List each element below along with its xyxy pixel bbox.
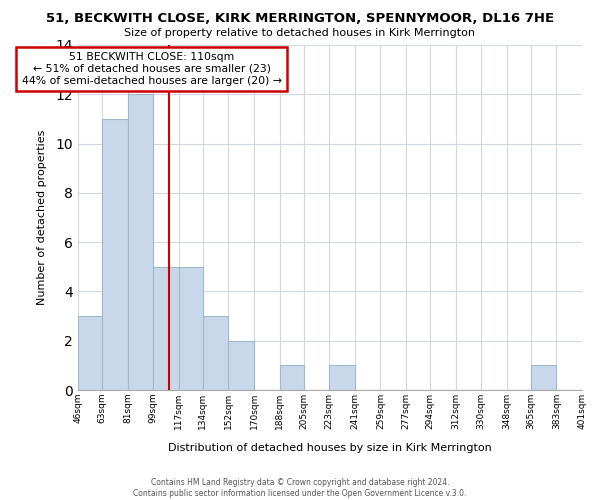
Text: 51, BECKWITH CLOSE, KIRK MERRINGTON, SPENNYMOOR, DL16 7HE: 51, BECKWITH CLOSE, KIRK MERRINGTON, SPE…	[46, 12, 554, 26]
Bar	[203, 316, 229, 390]
Text: Contains HM Land Registry data © Crown copyright and database right 2024.
Contai: Contains HM Land Registry data © Crown c…	[133, 478, 467, 498]
Bar	[128, 94, 153, 390]
Bar	[78, 316, 102, 390]
Bar	[102, 119, 128, 390]
Text: 51 BECKWITH CLOSE: 110sqm
← 51% of detached houses are smaller (23)
44% of semi-: 51 BECKWITH CLOSE: 110sqm ← 51% of detac…	[22, 52, 282, 86]
Y-axis label: Number of detached properties: Number of detached properties	[37, 130, 47, 305]
Bar	[153, 267, 179, 390]
Bar	[280, 366, 304, 390]
Text: Size of property relative to detached houses in Kirk Merrington: Size of property relative to detached ho…	[125, 28, 476, 38]
X-axis label: Distribution of detached houses by size in Kirk Merrington: Distribution of detached houses by size …	[168, 443, 492, 453]
Bar	[531, 366, 556, 390]
Bar	[329, 366, 355, 390]
Bar	[179, 267, 203, 390]
Bar	[229, 340, 254, 390]
